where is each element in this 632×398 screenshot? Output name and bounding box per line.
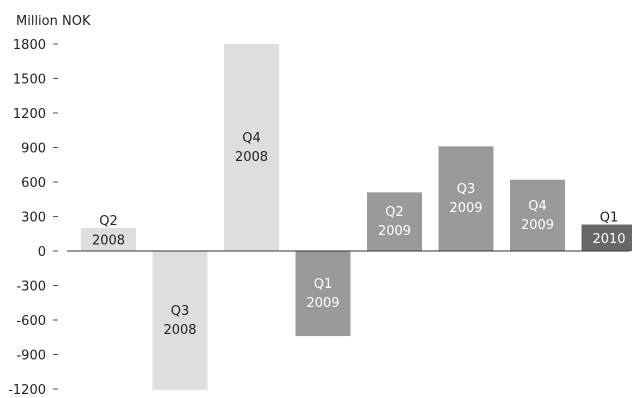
y-tick-label: -600 <box>16 314 46 329</box>
y-tick-label: 0 <box>38 245 46 260</box>
y-tick-label: 1500 <box>13 73 46 88</box>
bar-quarter-label: Q2 <box>385 205 404 220</box>
bar-quarter-label: Q2 <box>99 214 118 229</box>
bar-quarter-label: Q4 <box>242 131 261 146</box>
y-tick-label: -900 <box>16 349 46 364</box>
bar-year-label: 2010 <box>592 232 625 247</box>
bar <box>296 251 351 336</box>
bar-year-label: 2008 <box>163 323 196 338</box>
y-tick-label: -1200 <box>8 383 46 394</box>
bar-quarter-label: Q4 <box>528 199 547 214</box>
bar <box>224 44 279 251</box>
bar-year-label: 2009 <box>521 218 554 233</box>
bar-year-label: 2009 <box>306 296 339 311</box>
bar-year-label: 2009 <box>449 201 482 216</box>
bar-quarter-label: Q3 <box>457 182 476 197</box>
y-tick-label: 1200 <box>13 107 46 122</box>
bar <box>367 192 422 251</box>
y-tick-label: -300 <box>16 280 46 295</box>
y-axis-title: Million NOK <box>16 14 91 29</box>
bar-quarter-label: Q3 <box>171 304 190 319</box>
bar <box>153 251 208 390</box>
bar-year-label: 2008 <box>235 150 268 165</box>
bar <box>510 180 565 251</box>
bar-year-label: 2009 <box>378 224 411 239</box>
bar <box>439 146 494 251</box>
y-tick-label: 1800 <box>13 38 46 53</box>
y-tick-label: 900 <box>21 142 46 157</box>
bar-year-label: 2008 <box>92 234 125 249</box>
y-axis-ticks: 1800 1500 1200 900 600 300 0 -300 -600 -900 -1200 <box>8 38 58 394</box>
y-tick-label: 300 <box>21 211 46 226</box>
y-tick-label: 600 <box>21 176 46 191</box>
bar-quarter-label: Q1 <box>314 277 333 292</box>
bar-quarter-label: Q1 <box>600 211 619 226</box>
